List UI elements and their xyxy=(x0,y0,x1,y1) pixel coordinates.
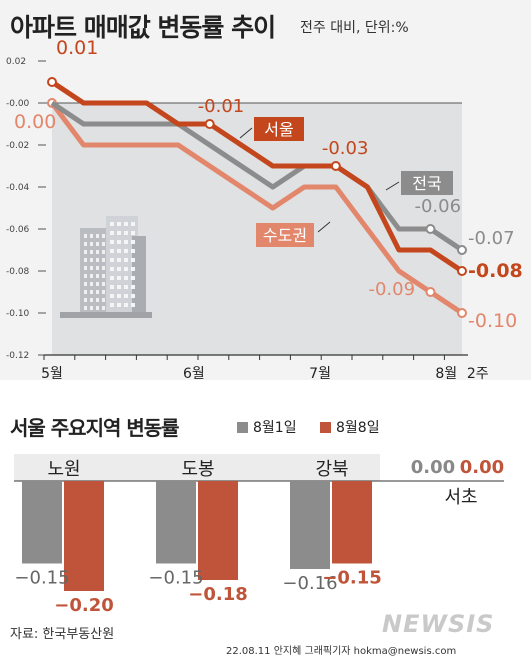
page-subtitle: 전주 대비, 단위:% xyxy=(300,20,409,36)
legend-8-8: 8월8일 xyxy=(320,417,380,437)
y-tick-label: -0.06 xyxy=(6,225,30,235)
series-line-seoul xyxy=(50,79,464,274)
capital-pointer xyxy=(317,221,331,233)
data-point-nationwide xyxy=(457,245,467,255)
capital-tag-label: 수도권 xyxy=(263,226,307,245)
legend-swatch-gray xyxy=(237,421,248,433)
x-tick-label: 2주 xyxy=(467,366,489,382)
category-label: 강북 xyxy=(315,459,348,480)
y-tick-label: -0.08 xyxy=(6,267,30,277)
nationwide-pointer xyxy=(385,181,400,191)
y-tick-label: -0.04 xyxy=(6,183,30,193)
x-tick-label: 5월 xyxy=(41,366,63,382)
x-tick-label: 6월 xyxy=(183,366,205,382)
bar-8-8 xyxy=(64,481,104,591)
y-tick-label: -0.10 xyxy=(6,309,30,319)
line-chart: 0.02 -0.00 -0.02 -0.04 -0.06 -0.08 -0.10 -0.12 5… xyxy=(6,37,523,382)
value-label-nationwide: -0.07 xyxy=(468,228,515,249)
category-label: 도봉 xyxy=(181,459,214,480)
y-tick-label: -0.00 xyxy=(6,99,30,109)
y-tick-label: -0.02 xyxy=(6,141,29,151)
bar-chart-title: 서울 주요지역 변동률 xyxy=(10,416,180,440)
data-point-seoul xyxy=(47,77,57,87)
legend-8-1: 8월1일 xyxy=(237,417,297,437)
bar-value-8-1: −0.16 xyxy=(282,573,337,594)
newsis-watermark: NEWSIS xyxy=(382,610,495,638)
value-label-capital: -0.09 xyxy=(368,279,415,300)
bar-8-1 xyxy=(290,481,330,569)
value-label-seoul: -0.01 xyxy=(198,96,245,117)
data-point-seoul xyxy=(330,161,341,171)
bar-8-8 xyxy=(198,481,238,580)
bar-value-8-1: 0.00 xyxy=(411,457,455,478)
legend-label-8-8: 8월8일 xyxy=(336,420,380,436)
capital-tag xyxy=(256,223,314,247)
seoul-pointer xyxy=(239,127,253,139)
x-tick-label: 8월 xyxy=(435,366,457,382)
value-label-nationwide: -0.06 xyxy=(414,196,461,217)
building-illustration xyxy=(60,216,152,318)
bar-value-8-8: −0.20 xyxy=(54,595,114,616)
credit-line: 22.08.11 안지혜 그래픽기자 hokma@newsis.com xyxy=(226,646,457,657)
legend-swatch-red xyxy=(320,421,331,433)
x-tick-label: 7월 xyxy=(309,366,331,382)
nationwide-tag xyxy=(401,171,453,195)
value-label-seoul: 0.01 xyxy=(56,37,98,59)
bar-8-8 xyxy=(332,481,372,564)
value-label-capital: 0.00 xyxy=(14,111,56,133)
data-point-capital xyxy=(425,287,436,297)
bar-8-1 xyxy=(22,481,62,564)
series-line-nationwide xyxy=(50,100,464,253)
value-label-capital: -0.10 xyxy=(468,310,517,332)
bar-value-8-8: 0.00 xyxy=(460,457,504,478)
bar-value-8-1: −0.15 xyxy=(148,568,203,589)
category-label: 서초 xyxy=(444,487,477,508)
category-label: 노원 xyxy=(47,459,80,480)
seoul-tag-label: 서울 xyxy=(264,120,293,139)
bar-value-8-8: −0.15 xyxy=(322,568,382,589)
legend-label-8-1: 8월1일 xyxy=(253,420,297,436)
y-tick-label: -0.12 xyxy=(6,351,29,361)
data-point-nationwide xyxy=(425,224,436,234)
data-point-capital xyxy=(457,308,467,318)
bar-8-1 xyxy=(156,481,196,564)
bar-value-8-1: −0.15 xyxy=(14,568,69,589)
value-label-seoul: -0.03 xyxy=(322,138,369,159)
seoul-tag xyxy=(254,117,304,141)
nationwide-tag-label: 전국 xyxy=(412,174,441,193)
category-band xyxy=(14,454,380,481)
value-label-seoul: -0.08 xyxy=(468,260,523,282)
series-line-capital xyxy=(50,101,464,316)
data-point-seoul xyxy=(204,119,215,129)
source-note: 자료: 한국부동산원 xyxy=(10,627,115,642)
data-point-seoul xyxy=(457,266,467,276)
page-title: 아파트 매매값 변동률 추이 xyxy=(10,13,276,42)
y-tick-label: 0.02 xyxy=(6,57,26,67)
bar-value-8-8: −0.18 xyxy=(188,584,248,605)
